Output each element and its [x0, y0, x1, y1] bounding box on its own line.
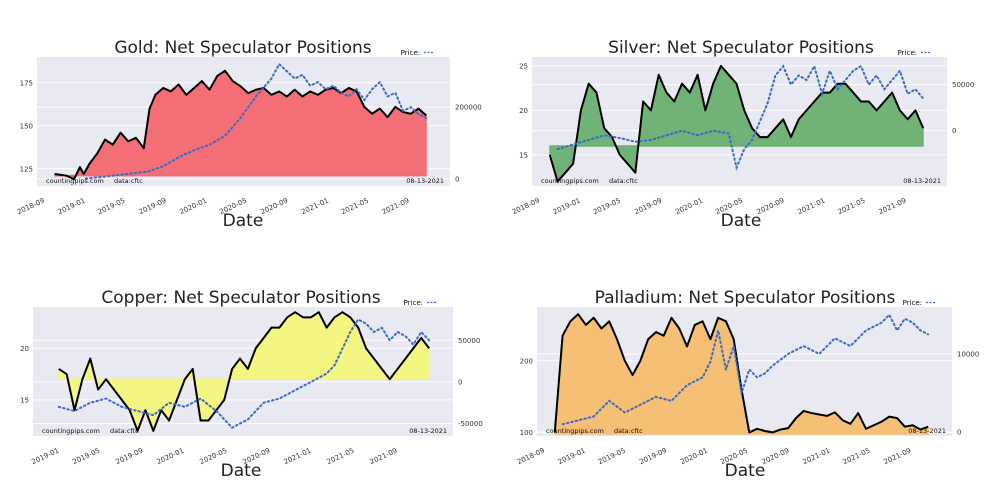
gold-source-data: data:cftc [114, 177, 143, 185]
silver-source-site: countingpips.com [541, 177, 599, 185]
gold-xtick-label: 2019-09 [138, 197, 168, 217]
palladium-xtick-label: 2021-01 [801, 447, 831, 467]
gold-xtick-label: 2020-01 [178, 197, 208, 217]
gold-xtick-label: 2020-09 [259, 197, 289, 217]
silver-xtick-label: 2021-09 [877, 197, 907, 217]
silver-positions-line [548, 64, 925, 183]
silver-xtick-label: 2020-01 [674, 197, 704, 217]
palladium-xtick-label: 2019-05 [597, 447, 627, 467]
palladium-xtick-label: 2018-09 [516, 447, 546, 467]
palladium-xtick-label: 2019-09 [638, 447, 668, 467]
palladium-price-line [561, 313, 930, 426]
palladium-positions-line [553, 313, 929, 434]
gold-positions-line [54, 69, 427, 181]
silver-y2tick-label: 0 [952, 127, 956, 135]
copper-xtick-label: 2021-05 [326, 447, 356, 467]
gold-y2tick-label: 200000 [455, 104, 482, 112]
copper-positions-line [58, 311, 430, 432]
copper-y2tick-label: 0 [458, 378, 462, 386]
gold-source-site: countingpips.com [46, 177, 104, 185]
copper-source-data: data:cftc [110, 427, 139, 435]
copper-xtick-label: 2019-05 [71, 447, 101, 467]
gold-xtick-label: 2019-05 [97, 197, 127, 217]
gold-ytick-label: 150 [20, 122, 33, 130]
copper-xtick-label: 2021-01 [283, 447, 313, 467]
copper-y2tick-label: -50000 [458, 420, 483, 428]
gold-xtick-label: 2018-09 [16, 197, 46, 217]
gold-xlabel: Date [223, 211, 264, 231]
copper-title: Copper: Net Speculator Positions [101, 288, 380, 308]
palladium-panel: Palladium: Net Speculator Positions Date… [516, 288, 979, 481]
palladium-legend-label: Price: [903, 299, 922, 307]
silver-xtick-label: 2020-09 [756, 197, 786, 217]
copper-legend-label: Price: [404, 299, 423, 307]
silver-title: Silver: Net Speculator Positions [608, 38, 874, 58]
copper-y2tick-label: 50000 [458, 337, 480, 345]
gold-title: Gold: Net Speculator Positions [114, 38, 371, 58]
silver-date-label: 08-13-2021 [903, 177, 941, 185]
palladium-xtick-label: 2019-01 [557, 447, 587, 467]
gold-ytick-label: 175 [20, 79, 33, 87]
palladium-y2tick-label: 0 [957, 429, 961, 437]
gold-xtick-label: 2021-01 [300, 197, 330, 217]
silver-xtick-label: 2018-09 [511, 197, 541, 217]
palladium-title: Palladium: Net Speculator Positions [595, 288, 896, 308]
silver-ytick-label: 15 [519, 151, 528, 159]
copper-xtick-label: 2019-09 [114, 447, 144, 467]
gold-xtick-label: 2021-09 [381, 197, 411, 217]
silver-xtick-label: 2021-05 [837, 197, 867, 217]
palladium-source-site: countingpips.com [546, 427, 604, 435]
palladium-xtick-label: 2021-05 [842, 447, 872, 467]
copper-xtick-label: 2020-01 [155, 447, 185, 467]
gold-ytick-label: 125 [20, 165, 33, 173]
silver-price-line [556, 63, 925, 171]
palladium-source-data: data:cftc [614, 427, 643, 435]
gold-xtick-label: 2019-01 [57, 197, 87, 217]
copper-date-label: 08-13-2021 [409, 427, 447, 435]
palladium-ytick-label: 100 [520, 429, 533, 437]
palladium-xlabel: Date [725, 461, 766, 481]
palladium-xtick-label: 2021-09 [882, 447, 912, 467]
gold-xtick-label: 2021-05 [340, 197, 370, 217]
gold-y2tick-label: 0 [455, 175, 459, 183]
copper-ytick-label: 20 [20, 345, 29, 353]
gold-date-label: 08-13-2021 [406, 177, 444, 185]
copper-panel: Copper: Net Speculator Positions Date 15… [20, 288, 483, 481]
palladium-ytick-label: 200 [520, 357, 533, 365]
gold-price-line [84, 62, 428, 180]
gold-legend-label: Price: [401, 49, 420, 57]
silver-legend-label: Price: [898, 49, 917, 57]
copper-xlabel: Date [221, 461, 262, 481]
silver-xtick-label: 2019-01 [552, 197, 582, 217]
copper-price-line [57, 318, 431, 429]
copper-ytick-label: 15 [20, 396, 29, 404]
silver-ytick-label: 20 [519, 107, 528, 115]
palladium-xtick-label: 2020-09 [761, 447, 791, 467]
silver-panel: Silver: Net Speculator Positions Date 15… [511, 38, 974, 231]
silver-source-data: data:cftc [609, 177, 638, 185]
silver-xtick-label: 2019-09 [633, 197, 663, 217]
silver-y2tick-label: 50000 [952, 81, 974, 89]
gold-panel: Gold: Net Speculator Positions Date 125 1… [16, 38, 482, 231]
copper-xtick-label: 2019-01 [30, 447, 60, 467]
silver-xtick-label: 2019-05 [592, 197, 622, 217]
copper-source-site: countingpips.com [42, 427, 100, 435]
silver-ytick-label: 25 [519, 62, 528, 70]
palladium-xtick-label: 2020-01 [679, 447, 709, 467]
silver-xlabel: Date [721, 211, 762, 231]
copper-xtick-label: 2021-09 [369, 447, 399, 467]
palladium-y2tick-label: 10000 [957, 350, 979, 358]
palladium-date-label: 08-13-2021 [908, 427, 946, 435]
silver-xtick-label: 2021-01 [796, 197, 826, 217]
